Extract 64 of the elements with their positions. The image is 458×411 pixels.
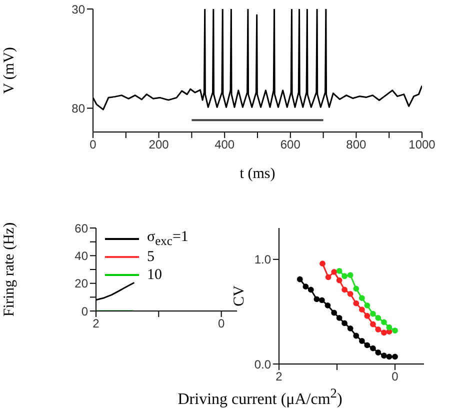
y-tick-label: 0.0 xyxy=(254,357,272,372)
x-tick-label: 400 xyxy=(214,138,235,152)
point xyxy=(381,330,387,336)
y-tick-label: 0 xyxy=(81,304,88,318)
x-tick-label: 2 xyxy=(276,370,283,384)
x-axis-title: t (ms) xyxy=(240,166,276,182)
x-axis-title: Driving current (μA/cm$^{2}$) xyxy=(178,386,342,408)
point xyxy=(342,273,348,280)
point xyxy=(358,295,365,302)
point xyxy=(358,338,365,344)
point xyxy=(358,306,365,313)
y-axis-title: CV xyxy=(231,285,248,306)
point xyxy=(320,260,326,267)
legend-label: 5 xyxy=(147,248,154,266)
point xyxy=(314,296,320,302)
point xyxy=(386,354,392,360)
point xyxy=(386,324,392,330)
point xyxy=(342,320,348,326)
point xyxy=(375,326,382,332)
point xyxy=(375,315,382,321)
point xyxy=(370,345,376,352)
y-tick-label: 1.0 xyxy=(254,252,272,267)
y-axis-title: V (mV) xyxy=(1,47,18,94)
x-tick-label: 800 xyxy=(346,138,367,152)
y-tick-label: 20 xyxy=(74,276,88,291)
y-tick-label: 40 xyxy=(74,248,88,263)
point xyxy=(308,286,314,293)
y-axis-title: Firing rate (Hz) xyxy=(1,222,18,317)
point xyxy=(364,342,370,348)
y-tick-label: 80 xyxy=(72,101,86,116)
point xyxy=(364,302,370,308)
point xyxy=(347,325,354,332)
legend-label: 10 xyxy=(147,266,162,284)
point xyxy=(302,284,309,290)
point xyxy=(347,290,354,297)
point xyxy=(364,312,370,319)
y-tick-label: 60 xyxy=(74,221,88,236)
point xyxy=(353,300,360,306)
point xyxy=(296,276,303,282)
point xyxy=(342,286,348,293)
point xyxy=(353,332,360,339)
point xyxy=(370,310,376,317)
point xyxy=(336,315,342,321)
point xyxy=(347,272,354,278)
point xyxy=(324,302,331,308)
point xyxy=(370,321,376,328)
point xyxy=(381,352,387,359)
point xyxy=(325,274,332,280)
point xyxy=(392,328,398,334)
y-tick-label: 30 xyxy=(72,2,86,16)
legend-label: σ$_{exc}$=1 xyxy=(147,229,188,249)
point xyxy=(331,310,338,316)
point xyxy=(336,277,342,284)
x-tick-label: 200 xyxy=(148,138,170,152)
point xyxy=(336,268,342,274)
x-tick-label: 2 xyxy=(92,316,100,331)
point xyxy=(318,297,325,304)
point xyxy=(375,350,382,356)
point xyxy=(353,286,360,292)
point xyxy=(392,354,398,360)
point xyxy=(381,319,387,326)
x-tick-label: 1000 xyxy=(408,138,436,152)
point xyxy=(331,268,338,275)
x-tick-label: 600 xyxy=(280,138,301,152)
